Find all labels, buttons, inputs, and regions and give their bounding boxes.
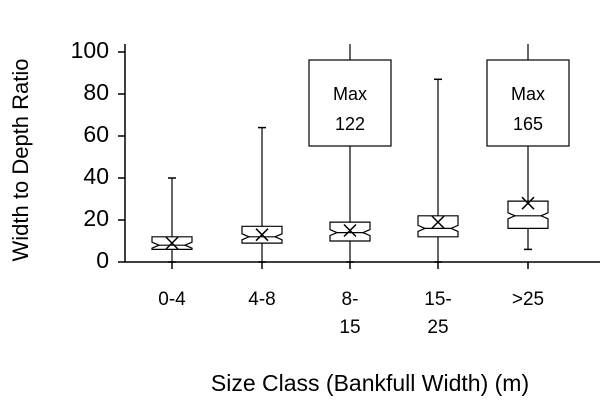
mean-marker: [255, 228, 269, 242]
x-axis-label: Size Class (Bankfull Width) (m): [211, 370, 529, 396]
x-tick-label: 15: [339, 317, 360, 338]
y-tick-label: 20: [83, 205, 109, 231]
x-tick-label: 8-: [342, 289, 359, 310]
annotation-value: 122: [335, 114, 365, 134]
box: [417, 215, 459, 238]
y-tick-label: 0: [96, 247, 109, 273]
y-tick-label: 80: [83, 79, 109, 105]
annotation-box: [308, 59, 392, 147]
mean-marker: [521, 196, 535, 210]
mean-marker: [431, 215, 445, 229]
x-tick-label: 0-4: [158, 289, 186, 310]
x-tick-label: >25: [512, 289, 544, 310]
annotation-value: 165: [513, 114, 543, 134]
annotation-box: [486, 59, 570, 147]
x-tick-label: 25: [427, 317, 448, 338]
annotation-label: Max: [511, 84, 545, 104]
mean-marker: [165, 236, 179, 250]
annotation-label: Max: [333, 84, 367, 104]
y-tick-label: 40: [83, 163, 109, 189]
y-tick-label: 60: [83, 121, 109, 147]
box: [507, 200, 549, 229]
x-tick-label: 15-: [424, 289, 451, 310]
x-tick-label: 4-8: [248, 289, 275, 310]
mean-marker: [343, 223, 357, 238]
y-tick-label: 100: [71, 37, 109, 63]
y-axis-label: Width to Depth Ratio: [8, 59, 33, 262]
